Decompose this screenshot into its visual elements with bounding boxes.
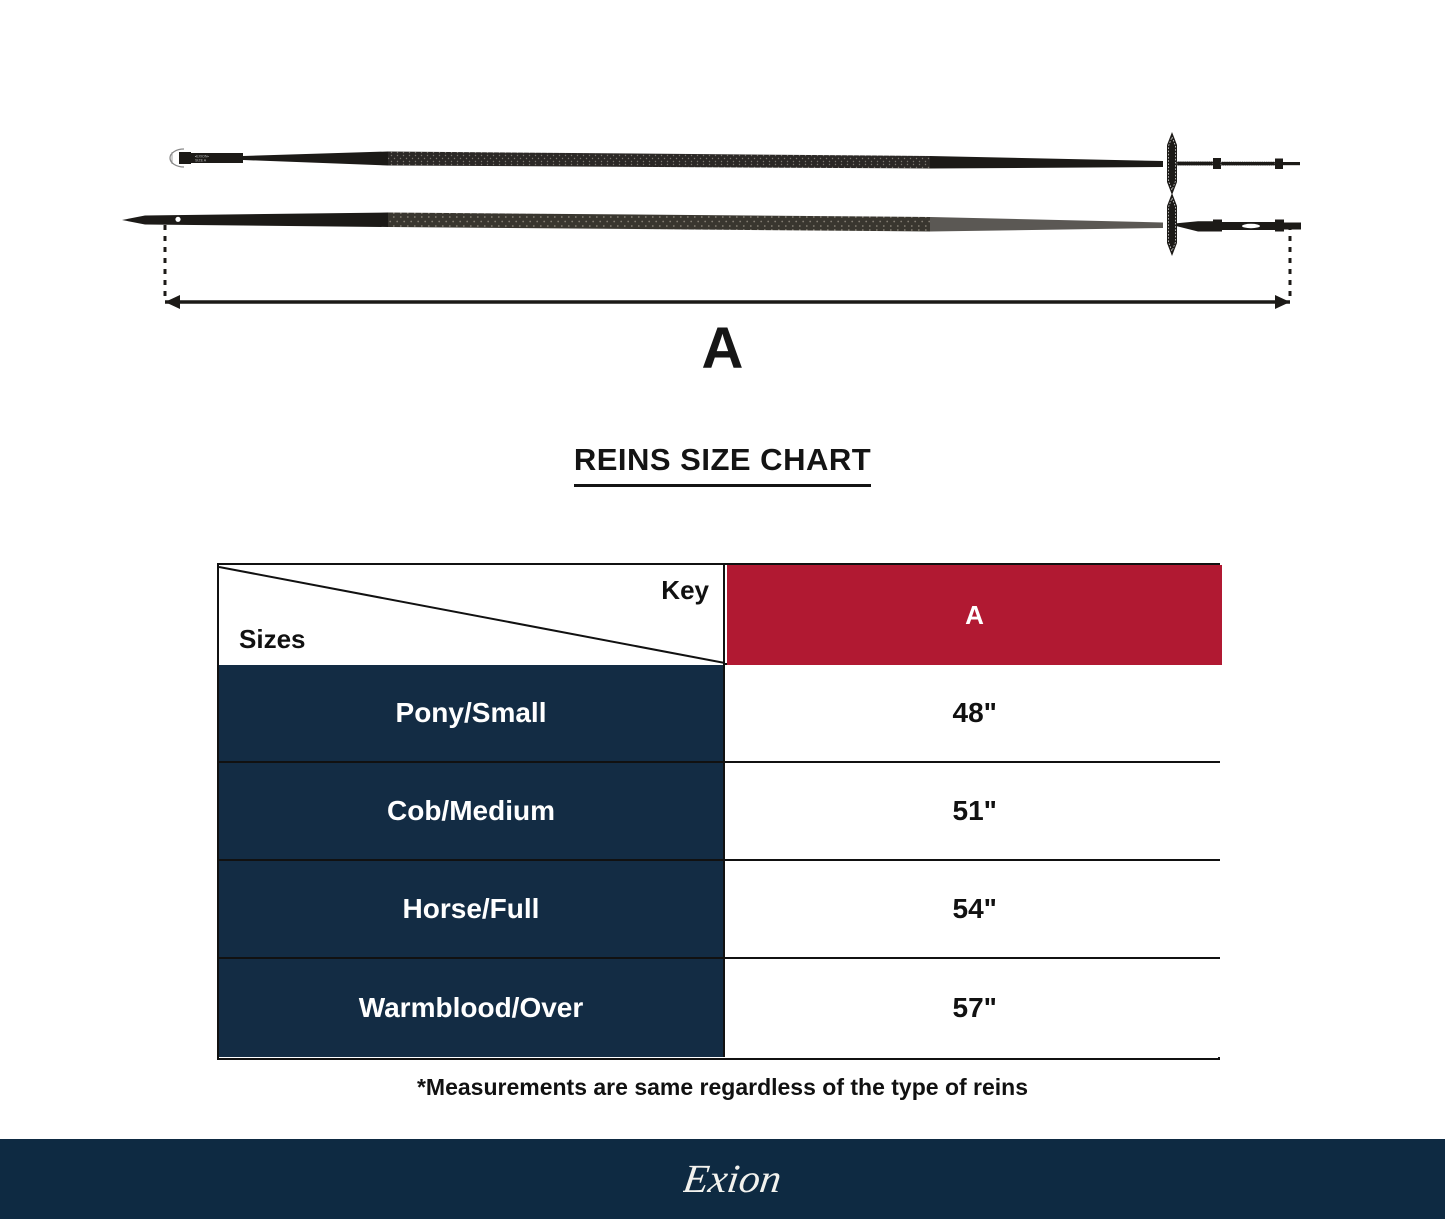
svg-text:SIZE A: SIZE A (195, 159, 207, 163)
svg-text:Exion: Exion (683, 1156, 784, 1201)
